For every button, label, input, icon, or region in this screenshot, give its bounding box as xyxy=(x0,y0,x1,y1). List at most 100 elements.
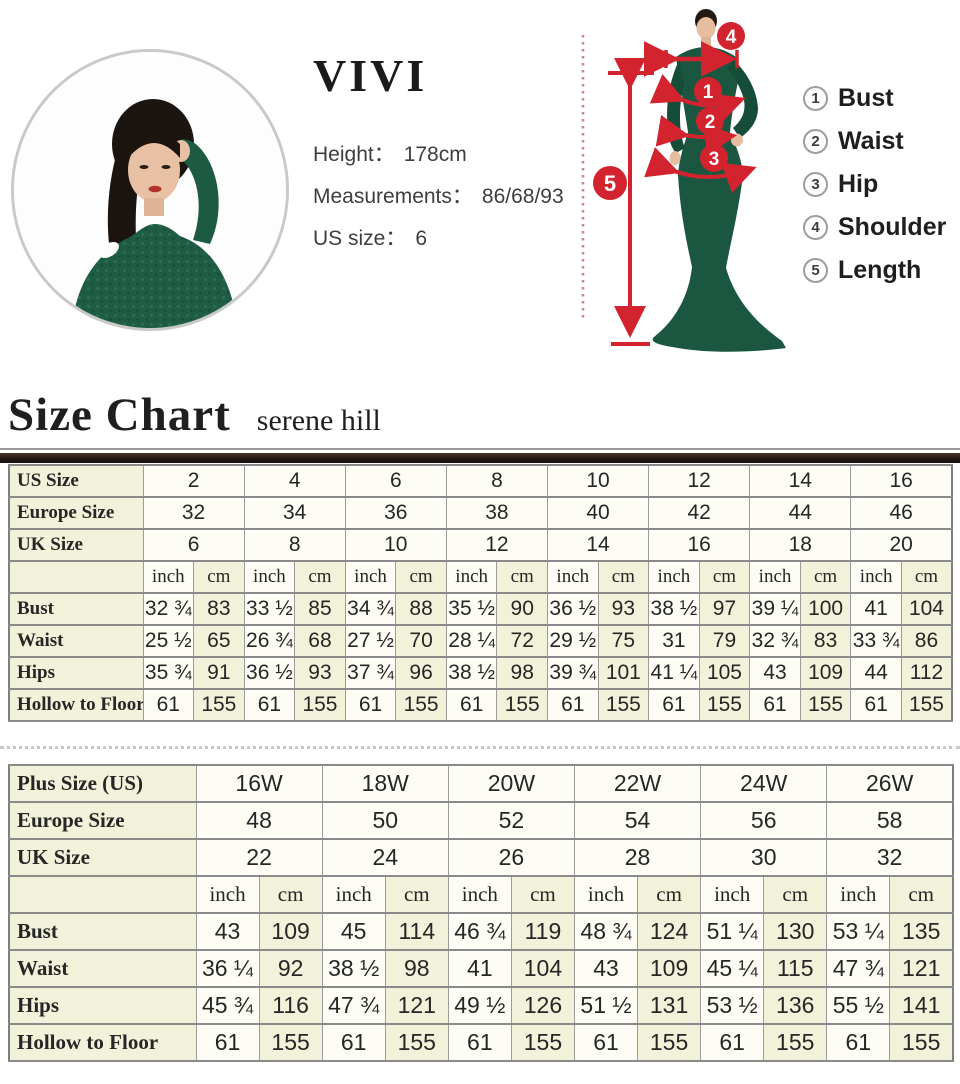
measurement-cm-cell: 105 xyxy=(698,656,751,690)
measurement-inch-cell: 36 ¼ xyxy=(195,949,260,988)
size-value-cell: 16W xyxy=(195,764,323,803)
size-value-cell: 12 xyxy=(445,528,549,562)
measurement-cm-cell: 121 xyxy=(889,949,954,988)
measurement-inch-cell: 27 ½ xyxy=(344,624,397,658)
measurement-cm-cell: 96 xyxy=(395,656,447,690)
measurement-inch-cell: 45 xyxy=(321,912,386,951)
table-row: Hips 45 ¾ 116 47 ¾ 121 49 ½ 126 51 ½ 131 53 ½ 136 5… xyxy=(8,986,954,1025)
brand-title: VIVI xyxy=(313,50,428,101)
measurement-cm-cell: 83 xyxy=(799,624,852,658)
measurement-cm-cell: 68 xyxy=(294,624,346,658)
legend-number-icon: 2 xyxy=(803,128,828,154)
size-value-cell: 22 xyxy=(195,838,323,877)
size-value-cell: 58 xyxy=(826,801,954,840)
unit-row: inch cm inch cm inch cm inch cm inch cm inch cm inch… xyxy=(8,560,953,594)
size-value-cell: 26 xyxy=(447,838,575,877)
hip-marker: 3 xyxy=(700,144,728,172)
divider-rule xyxy=(0,448,960,453)
legend-item-bust: 1 Bust xyxy=(803,85,946,111)
measurement-inch-cell: 51 ¼ xyxy=(700,912,765,951)
measurement-cm-cell: 155 xyxy=(900,688,953,722)
measurement-cm-cell: 79 xyxy=(698,624,751,658)
size-value-cell: 52 xyxy=(447,801,575,840)
measurement-inch-cell: 61 xyxy=(749,688,801,722)
model-portrait-photo xyxy=(11,49,289,331)
measurement-cm-cell: 100 xyxy=(799,592,852,626)
model-portrait-illustration xyxy=(14,52,286,328)
table-row: Hollow to Floor 61 155 61 155 61 155 61 155 61 155… xyxy=(8,1023,954,1062)
row-label xyxy=(8,560,144,594)
measurement-cm-cell: 88 xyxy=(395,592,447,626)
unit-cm-cell: cm xyxy=(496,560,548,594)
unit-inch-cell: inch xyxy=(142,560,195,594)
measurement-inch-cell: 61 xyxy=(850,688,902,722)
measurement-inch-cell: 36 ½ xyxy=(547,592,599,626)
measurement-cm-cell: 155 xyxy=(597,688,650,722)
measurement-cm-cell: 136 xyxy=(763,986,828,1025)
measurement-inch-cell: 32 ¾ xyxy=(142,592,195,626)
unit-cm-cell: cm xyxy=(799,560,852,594)
measurement-cm-cell: 98 xyxy=(384,949,449,988)
measurement-cm-cell: 115 xyxy=(763,949,828,988)
size-value-cell: 54 xyxy=(573,801,702,840)
us-size-value: 6 xyxy=(415,227,428,250)
row-label: UK Size xyxy=(8,838,197,877)
measurement-inch-cell: 61 xyxy=(547,688,599,722)
measurement-cm-cell: 135 xyxy=(889,912,954,951)
measurement-cm-cell: 112 xyxy=(900,656,953,690)
measurement-cm-cell: 155 xyxy=(384,1023,449,1062)
height-label: Height： xyxy=(313,143,395,166)
unit-inch-cell: inch xyxy=(447,875,512,914)
measurement-cm-cell: 104 xyxy=(900,592,953,626)
figure-face xyxy=(696,17,716,39)
size-value-cell: 40 xyxy=(546,496,650,530)
size-value-cell: 28 xyxy=(573,838,702,877)
table-row: Waist 36 ¼ 92 38 ½ 98 41 104 43 109 45 ¼ 115 47 ¾ 12… xyxy=(8,949,954,988)
measurement-cm-cell: 121 xyxy=(384,986,449,1025)
measurement-cm-cell: 65 xyxy=(193,624,245,658)
measurement-cm-cell: 130 xyxy=(763,912,828,951)
measurement-cm-cell: 155 xyxy=(637,1023,702,1062)
row-label: Europe Size xyxy=(8,496,144,530)
unit-cm-cell: cm xyxy=(900,560,953,594)
table-row: US Size 2 4 6 8 10 12 14 16 xyxy=(8,464,953,498)
measurement-diagram: 1 2 3 4 5 xyxy=(558,0,810,372)
unit-row: inch cm inch cm inch cm inch cm inch cm inch cm xyxy=(8,875,954,914)
measurement-inch-cell: 33 ¾ xyxy=(850,624,902,658)
measurement-cm-cell: 155 xyxy=(889,1023,954,1062)
measurement-cm-cell: 92 xyxy=(258,949,323,988)
measurement-cm-cell: 155 xyxy=(193,688,245,722)
measurement-cm-cell: 101 xyxy=(597,656,650,690)
shoulder-cutout xyxy=(99,241,119,259)
measurement-cm-cell: 98 xyxy=(496,656,548,690)
svg-text:5: 5 xyxy=(604,171,616,196)
legend-item-hip: 3 Hip xyxy=(803,171,946,197)
measurement-figure-illustration: 1 2 3 4 5 xyxy=(581,9,786,352)
measurement-inch-cell: 51 ½ xyxy=(573,986,639,1025)
measurement-inch-cell: 25 ½ xyxy=(142,624,195,658)
measurement-inch-cell: 38 ½ xyxy=(648,592,700,626)
measurement-cm-cell: 97 xyxy=(698,592,751,626)
measurement-cm-cell: 131 xyxy=(637,986,702,1025)
standard-size-table: US Size 2 4 6 8 10 12 14 16 Europe Size 32 34 36 38 40… xyxy=(8,464,953,722)
measurement-cm-cell: 104 xyxy=(510,949,575,988)
svg-text:3: 3 xyxy=(709,149,720,170)
unit-cm-cell: cm xyxy=(698,560,751,594)
table-row: Europe Size 48 50 52 54 56 58 xyxy=(8,801,954,840)
measurement-cm-cell: 91 xyxy=(193,656,245,690)
row-label: UK Size xyxy=(8,528,144,562)
measurement-cm-cell: 83 xyxy=(193,592,245,626)
measurement-inch-cell: 34 ¾ xyxy=(344,592,397,626)
measurement-inch-cell: 61 xyxy=(700,1023,765,1062)
table-row: Bust 32 ¾ 83 33 ½ 85 34 ¾ 88 35 ½ 90 36 ½ 93 38 ½ 97… xyxy=(8,592,953,626)
raised-arm-sleeve xyxy=(175,139,219,244)
measurement-inch-cell: 61 xyxy=(573,1023,639,1062)
size-value-cell: 32 xyxy=(826,838,954,877)
measurement-inch-cell: 37 ¾ xyxy=(344,656,397,690)
model-info-block: VIVI Height： 178cm Measurements： 86/68/93 … xyxy=(313,50,564,250)
measurement-inch-cell: 26 ¾ xyxy=(243,624,296,658)
measurement-cm-cell: 119 xyxy=(510,912,575,951)
measurement-cm-cell: 109 xyxy=(799,656,852,690)
legend-label: Hip xyxy=(838,170,879,198)
